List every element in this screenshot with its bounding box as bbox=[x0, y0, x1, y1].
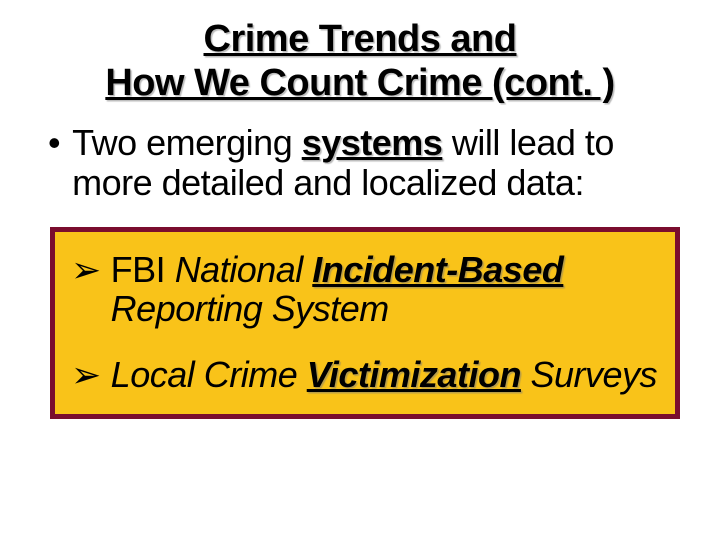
box-item-1: ➢ FBI National Incident-Based Reporting … bbox=[71, 250, 659, 329]
slide-title: Crime Trends and How We Count Crime (con… bbox=[30, 18, 690, 105]
bullet-text: Two emerging systems will lead to more d… bbox=[72, 123, 690, 202]
bullet-marker: • bbox=[48, 123, 60, 163]
highlight-box: ➢ FBI National Incident-Based Reporting … bbox=[50, 227, 680, 420]
bullet-text-before: Two emerging bbox=[72, 122, 302, 163]
slide-container: Crime Trends and How We Count Crime (con… bbox=[0, 0, 720, 540]
box-item-1-prefix: National bbox=[175, 249, 313, 290]
box-item-1-prefix-upright: FBI bbox=[111, 249, 175, 290]
bullet-item: • Two emerging systems will lead to more… bbox=[48, 123, 690, 202]
box-item-2-prefix: Local Crime bbox=[111, 354, 307, 395]
box-item-2-underlined: Victimization bbox=[307, 354, 521, 395]
arrow-icon: ➢ bbox=[71, 250, 101, 290]
box-item-2: ➢ Local Crime Victimization Surveys bbox=[71, 355, 659, 395]
bullet-section: • Two emerging systems will lead to more… bbox=[30, 123, 690, 202]
bullet-text-underlined: systems bbox=[302, 122, 443, 163]
box-item-1-text: FBI National Incident-Based Reporting Sy… bbox=[111, 250, 659, 329]
box-item-2-text: Local Crime Victimization Surveys bbox=[111, 355, 659, 395]
box-item-1-underlined: Incident-Based bbox=[312, 249, 563, 290]
box-item-2-suffix: Surveys bbox=[521, 354, 657, 395]
box-item-1-suffix: Reporting System bbox=[111, 288, 389, 329]
title-line-1: Crime Trends and bbox=[204, 18, 517, 60]
arrow-icon: ➢ bbox=[71, 355, 101, 395]
title-line-2: How We Count Crime (cont. ) bbox=[105, 62, 614, 104]
